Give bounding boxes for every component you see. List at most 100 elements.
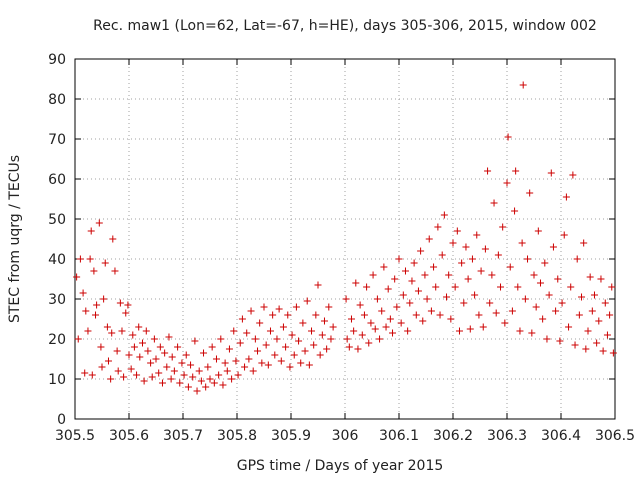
x-tick-labels: 305.5 305.6 305.7 305.8 305.9 306 306.1 306.2 30… (55, 428, 635, 444)
x-tick-label: 305.6 (109, 428, 149, 444)
data-point (104, 357, 112, 365)
data-point (170, 367, 178, 375)
x-tick-label: 305.5 (55, 428, 95, 444)
data-point (473, 231, 481, 239)
data-point (100, 295, 108, 303)
y-tick-label: 90 (48, 52, 66, 68)
data-point (504, 133, 512, 141)
data-point (140, 377, 148, 385)
data-point (189, 373, 197, 381)
data-point (90, 267, 98, 275)
data-point (301, 347, 309, 355)
data-point (295, 337, 303, 345)
data-point (303, 297, 311, 305)
data-point (219, 381, 227, 389)
data-point (488, 271, 496, 279)
data-point (466, 325, 474, 333)
data-point (511, 207, 519, 215)
data-point (601, 299, 609, 307)
data-points (73, 81, 617, 395)
data-point (558, 299, 566, 307)
data-point (79, 289, 87, 297)
data-point (532, 303, 540, 311)
data-point (133, 371, 141, 379)
data-point (176, 379, 184, 387)
data-point (423, 295, 431, 303)
y-tick-label: 0 (57, 412, 66, 428)
data-point (256, 319, 264, 327)
data-point (468, 255, 476, 263)
data-point (501, 319, 509, 327)
data-point (314, 281, 322, 289)
data-point (386, 315, 394, 323)
data-point (597, 275, 605, 283)
y-tick-label: 40 (48, 252, 66, 268)
data-point (593, 339, 601, 347)
data-point (228, 375, 236, 383)
data-point (530, 271, 538, 279)
data-point (484, 167, 492, 175)
data-point (609, 349, 617, 357)
data-point (93, 301, 101, 309)
data-point (518, 239, 526, 247)
data-point (524, 255, 532, 263)
data-point (528, 329, 536, 337)
data-point (323, 345, 331, 353)
data-point (88, 371, 96, 379)
data-point (590, 291, 598, 299)
y-axis-label: STEC from uqrg / TECUs (7, 155, 23, 323)
data-point (200, 349, 208, 357)
data-point (376, 335, 384, 343)
data-point (401, 267, 409, 275)
x-tick-label: 306.2 (433, 428, 473, 444)
data-point (98, 363, 106, 371)
data-point (516, 327, 524, 335)
data-point (299, 319, 307, 327)
x-axis-label: GPS time / Days of year 2015 (237, 458, 444, 474)
data-point (427, 307, 435, 315)
data-point (111, 267, 119, 275)
data-point (343, 335, 351, 343)
data-point (350, 327, 358, 335)
data-point (367, 319, 375, 327)
data-point (101, 259, 109, 267)
data-point (184, 383, 192, 391)
data-point (526, 189, 534, 197)
data-point (81, 369, 89, 377)
data-point (316, 351, 324, 359)
data-point (453, 227, 461, 235)
data-point (97, 343, 105, 351)
data-point (264, 361, 272, 369)
data-point (373, 295, 381, 303)
data-point (271, 351, 279, 359)
y-tick-label: 70 (48, 132, 66, 148)
data-point (318, 331, 326, 339)
data-point (174, 343, 182, 351)
x-tick-label: 306.1 (379, 428, 419, 444)
data-point (560, 231, 568, 239)
data-point (543, 335, 551, 343)
data-point (215, 371, 223, 379)
data-point (492, 309, 500, 317)
data-point (92, 311, 100, 319)
data-point (275, 305, 283, 313)
data-point (129, 331, 137, 339)
data-point (447, 315, 455, 323)
data-point (193, 387, 201, 395)
data-point (432, 283, 440, 291)
grid-lines (75, 59, 615, 419)
data-point (519, 81, 527, 89)
data-point (389, 329, 397, 337)
data-point (282, 343, 290, 351)
data-point (421, 271, 429, 279)
data-point (494, 251, 502, 259)
data-point (273, 335, 281, 343)
data-point (82, 307, 90, 315)
data-point (208, 343, 216, 351)
data-point (76, 255, 84, 263)
data-point (107, 375, 115, 383)
data-point (434, 223, 442, 231)
data-point (158, 379, 166, 387)
data-point (352, 279, 360, 287)
data-point (249, 367, 257, 375)
